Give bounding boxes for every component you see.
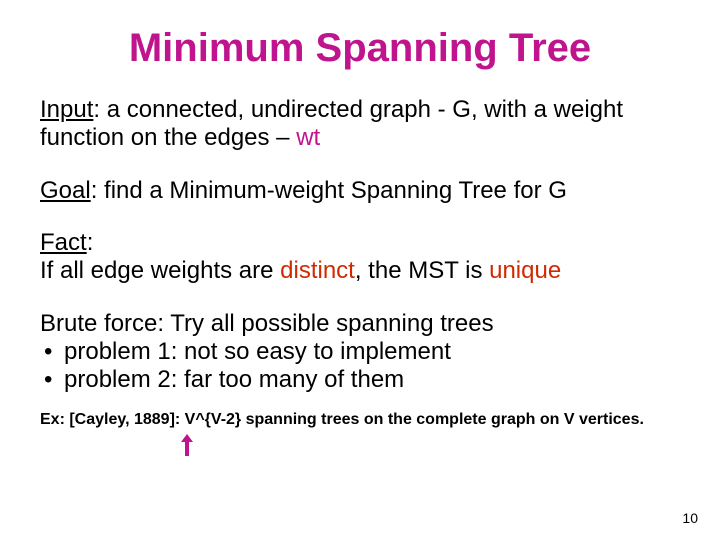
fact-label: Fact xyxy=(40,229,87,256)
goal-paragraph: Goal: find a Minimum-weight Spanning Tre… xyxy=(40,177,680,205)
goal-text-a: : find a Minimum-weight Spanning Tree fo… xyxy=(91,177,549,204)
arrow-svg xyxy=(178,432,196,458)
slide: Minimum Spanning Tree Input: a connected… xyxy=(0,0,720,540)
arrow-up-icon xyxy=(178,432,196,463)
fact-unique: unique xyxy=(489,257,561,284)
slide-title: Minimum Spanning Tree xyxy=(40,26,680,70)
fact-colon: : xyxy=(87,229,94,256)
brute-bullet-1: problem 1: not so easy to implement xyxy=(40,338,680,366)
fact-line2-a: If all edge weights are xyxy=(40,257,280,284)
input-G: G xyxy=(452,96,471,123)
brute-bullet-2: problem 2: far too many of them xyxy=(40,366,680,394)
ex-line: Ex: [Cayley, 1889]: V^{V-2} spanning tre… xyxy=(40,411,680,430)
page-number: 10 xyxy=(682,510,698,526)
input-paragraph: Input: a connected, undirected graph - G… xyxy=(40,96,680,153)
brute-paragraph: Brute force: Try all possible spanning t… xyxy=(40,310,680,395)
brute-line: Brute force: Try all possible spanning t… xyxy=(40,310,680,338)
input-wt: wt xyxy=(296,124,320,151)
input-text-a: : a connected, undirected graph - xyxy=(93,96,452,123)
fact-paragraph: Fact: If all edge weights are distinct, … xyxy=(40,229,680,286)
fact-line2-b: , the MST is xyxy=(355,257,489,284)
goal-G: G xyxy=(548,177,567,204)
goal-label: Goal xyxy=(40,177,91,204)
fact-distinct: distinct xyxy=(280,257,355,284)
input-label: Input xyxy=(40,96,93,123)
